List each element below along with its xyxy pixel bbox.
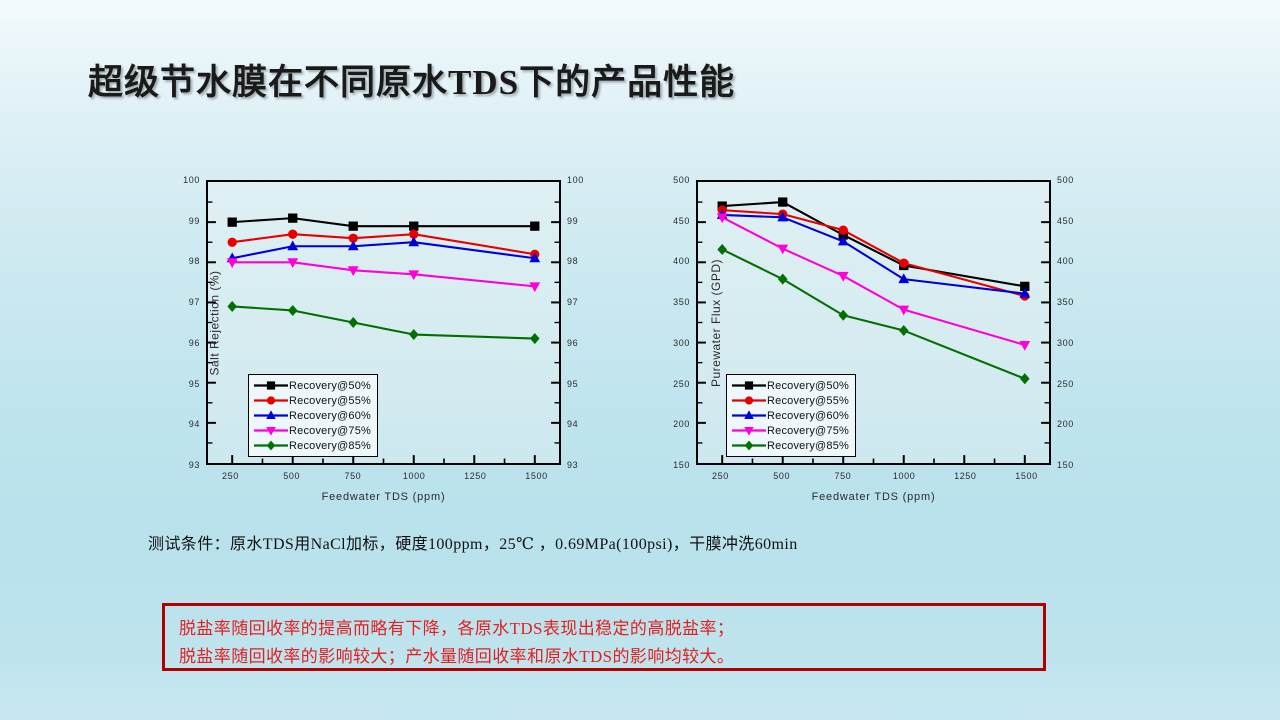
legend-marker-icon	[254, 426, 288, 436]
y-tick-label: 95	[188, 378, 200, 389]
y-tick-label: 200	[673, 419, 690, 430]
y-tick-label: 500	[1057, 175, 1074, 185]
x-tick-label: 250	[222, 471, 239, 481]
conclusion-line-2: 脱盐率随回收率的影响较大；产水量随回收率和原水TDS的影响均较大。	[179, 647, 735, 666]
x-axis-title-salt-rejection: Feedwater TDS (ppm)	[321, 491, 446, 503]
y-tick-label: 350	[673, 297, 690, 308]
y-axis-title-salt-rejection: Salt Rejection (%)	[207, 269, 222, 376]
plot-wrapper-salt-rejection: 93 93 94 94 95 95 96 96 97 97 98 98 99 99 100 100 250 500…	[183, 175, 583, 503]
series-canvas-salt-rejection	[208, 201, 559, 463]
legend-salt-rejection: Recovery@50% Recovery@55% Recovery@60% Reco…	[248, 374, 379, 457]
legend-item: Recovery@75%	[253, 423, 371, 438]
legend-label: Recovery@85%	[767, 439, 850, 452]
y-tick-label: 97	[567, 297, 579, 308]
x-tick-label: 1250	[954, 471, 977, 481]
y-tick-label: 95	[567, 378, 579, 389]
conclusion-box: 脱盐率随回收率的提高而略有下降，各原水TDS表现出稳定的高脱盐率； 脱盐率随回收…	[162, 603, 1046, 671]
legend-item: Recovery@55%	[253, 393, 371, 408]
legend-marker-icon	[254, 440, 288, 451]
page-title: 超级节水膜在不同原水TDS下的产品性能	[88, 63, 736, 102]
y-tick-label: 350	[1057, 297, 1074, 308]
conclusion-line-1: 脱盐率随回收率的提高而略有下降，各原水TDS表现出稳定的高脱盐率；	[179, 619, 735, 638]
series-canvas-purewater-flux	[698, 197, 1049, 463]
x-tick-label: 1500	[525, 471, 548, 481]
plot-wrapper-purewater-flux: 150 150 200 200 250 250 300 300 350 350 400 400 450 4…	[673, 175, 1073, 503]
x-tick-label: 1000	[892, 471, 916, 481]
y-tick-label: 94	[188, 419, 200, 430]
legend-item: Recovery@85%	[253, 438, 371, 453]
charts-container: 93 93 94 94 95 95 96 96 97 97 98 98 99 99 100 100 250 500…	[150, 170, 1130, 515]
legend-marker-icon	[732, 410, 766, 420]
test-conditions-text: 测试条件：原水TDS用NaCl加标，硬度100ppm，25℃ ，0.69MPa(…	[148, 536, 798, 553]
legend-item: Recovery@50%	[253, 378, 371, 393]
chart-salt-rejection: 93 93 94 94 95 95 96 96 97 97 98 98 99 99 100 100 250 500…	[150, 170, 620, 515]
legend-label: Recovery@75%	[767, 424, 850, 437]
y-tick-label: 97	[188, 297, 200, 308]
y-tick-label: 96	[567, 337, 579, 348]
y-tick-label: 150	[1057, 460, 1074, 470]
legend-item: Recovery@55%	[731, 393, 849, 408]
legend-item: Recovery@50%	[731, 378, 849, 393]
legend-label: Recovery@60%	[767, 409, 850, 422]
y-tick-label: 150	[673, 460, 690, 470]
legend-marker-icon	[254, 396, 288, 405]
chart-purewater-flux: 150 150 200 200 250 250 300 300 350 350 400 400 450 4…	[640, 170, 1110, 515]
legend-item: Recovery@75%	[731, 423, 849, 438]
x-axis-title-purewater-flux: Feedwater TDS (ppm)	[811, 491, 936, 503]
legend-marker-icon	[254, 381, 288, 390]
legend-marker-icon	[732, 426, 766, 436]
legend-label: Recovery@85%	[289, 439, 372, 452]
legend-item: Recovery@60%	[253, 408, 371, 423]
y-tick-label: 500	[673, 175, 690, 185]
legend-label: Recovery@55%	[289, 394, 372, 407]
y-tick-label: 100	[183, 175, 200, 185]
y-tick-label: 98	[188, 256, 200, 267]
legend-marker-icon	[732, 381, 766, 390]
x-tick-label: 750	[834, 471, 852, 481]
x-tick-label: 500	[283, 471, 301, 481]
y-tick-label: 250	[1057, 378, 1074, 389]
y-tick-label: 99	[188, 215, 200, 226]
legend-label: Recovery@50%	[289, 379, 372, 392]
y-tick-label: 300	[1057, 337, 1074, 348]
y-tick-label: 94	[567, 419, 579, 430]
y-tick-label: 300	[673, 337, 690, 348]
x-tick-label: 1000	[402, 471, 426, 481]
legend-purewater-flux: Recovery@50% Recovery@55% Recovery@60% Reco…	[726, 374, 857, 457]
y-tick-label: 99	[567, 215, 579, 226]
y-tick-label: 250	[673, 378, 690, 389]
legend-item: Recovery@85%	[731, 438, 849, 453]
y-tick-label: 450	[1057, 215, 1074, 226]
legend-label: Recovery@55%	[767, 394, 850, 407]
legend-label: Recovery@75%	[289, 424, 372, 437]
plot-area-purewater-flux	[696, 180, 1051, 465]
y-tick-label: 400	[673, 256, 690, 267]
x-tick-label: 1250	[464, 471, 487, 481]
x-tick-label: 1500	[1015, 471, 1038, 481]
y-tick-label: 450	[673, 215, 690, 226]
y-tick-label: 100	[567, 175, 584, 185]
x-tick-label: 250	[712, 471, 729, 481]
y-tick-label: 400	[1057, 256, 1074, 267]
legend-marker-icon	[732, 396, 766, 405]
legend-marker-icon	[254, 410, 288, 420]
y-tick-label: 93	[188, 460, 200, 470]
y-tick-label: 200	[1057, 419, 1074, 430]
y-tick-label: 93	[567, 460, 579, 470]
legend-marker-icon	[732, 440, 766, 451]
x-tick-label: 500	[773, 471, 791, 481]
legend-label: Recovery@60%	[289, 409, 372, 422]
legend-label: Recovery@50%	[767, 379, 850, 392]
y-axis-title-purewater-flux: Purewater Flux (GPD)	[709, 258, 724, 387]
y-tick-label: 98	[567, 256, 579, 267]
y-tick-label: 96	[188, 337, 200, 348]
legend-item: Recovery@60%	[731, 408, 849, 423]
x-tick-label: 750	[344, 471, 362, 481]
